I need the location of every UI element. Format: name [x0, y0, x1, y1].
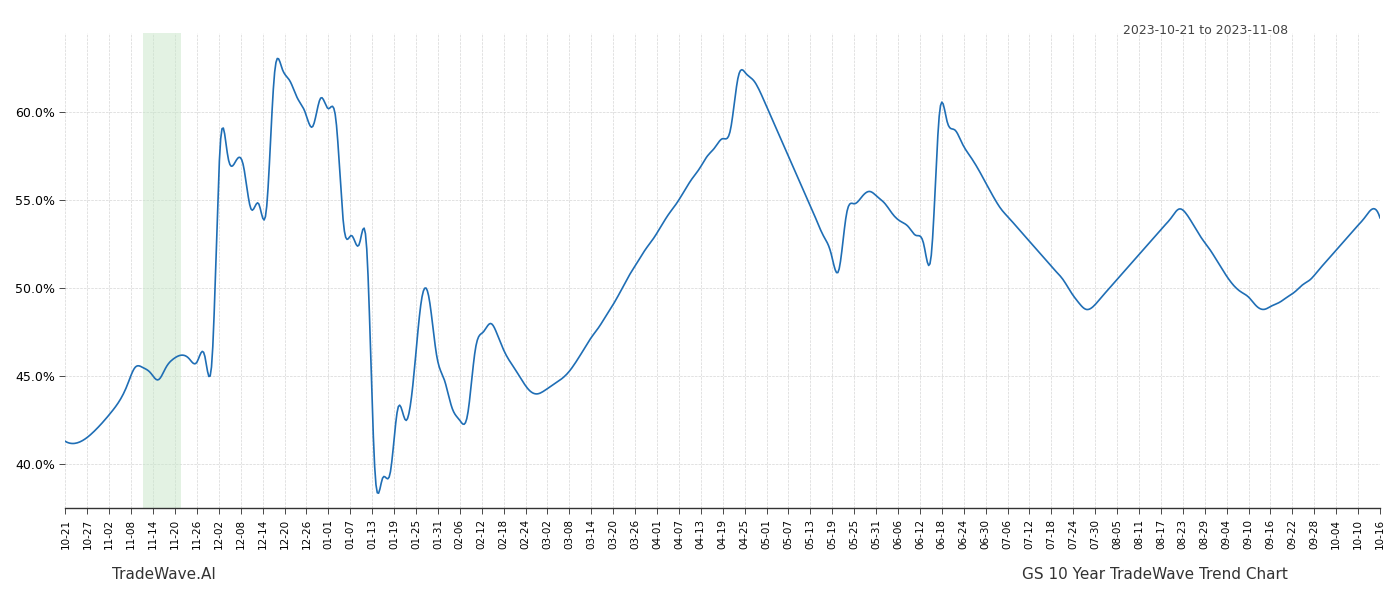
- Text: 2023-10-21 to 2023-11-08: 2023-10-21 to 2023-11-08: [1123, 24, 1288, 37]
- Bar: [143, 33, 182, 508]
- Text: TradeWave.AI: TradeWave.AI: [112, 567, 216, 582]
- Text: GS 10 Year TradeWave Trend Chart: GS 10 Year TradeWave Trend Chart: [1022, 567, 1288, 582]
